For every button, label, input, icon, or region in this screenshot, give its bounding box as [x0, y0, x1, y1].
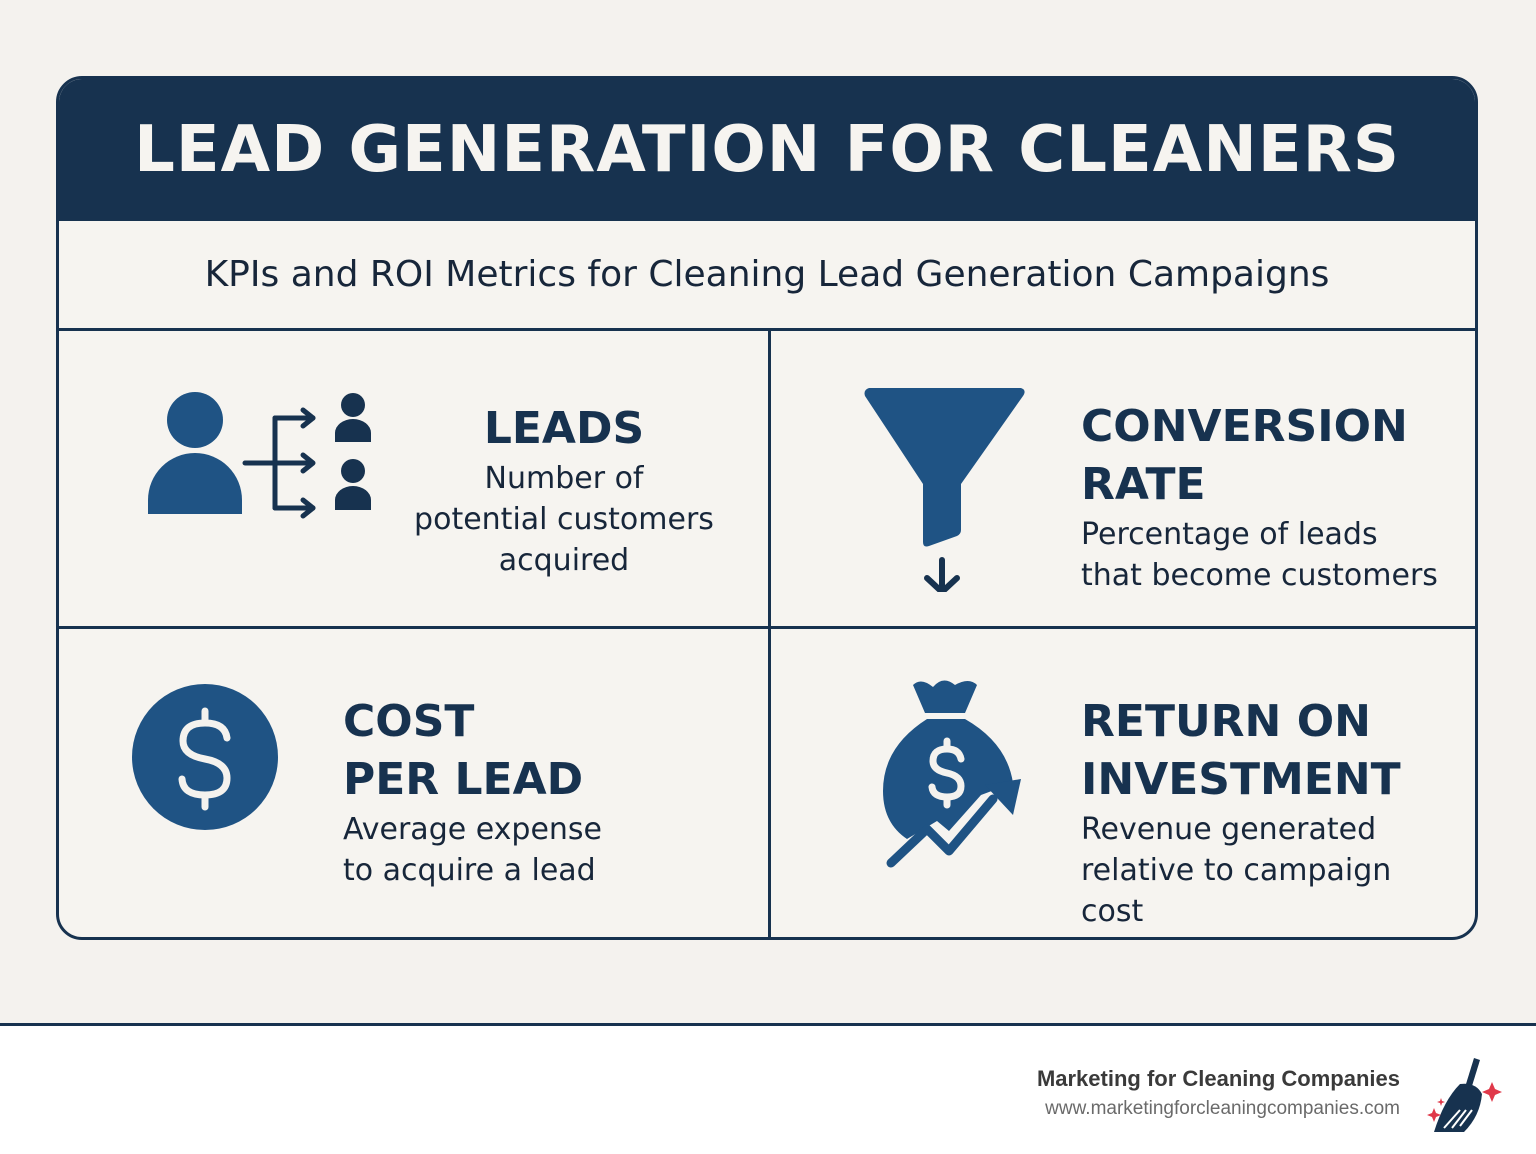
- header-banner: LEAD GENERATION FOR CLEANERS: [59, 79, 1475, 221]
- metric-title: INVESTMENT: [1081, 754, 1401, 805]
- metric-title: COST: [343, 696, 475, 747]
- metric-description: to acquire a lead: [343, 853, 596, 888]
- metric-description: Percentage of leads: [1081, 517, 1378, 552]
- person-split-icon: [148, 392, 371, 519]
- metric-description: relative to campaign: [1081, 853, 1392, 888]
- grid-divider-vertical: [768, 331, 771, 937]
- broom-logo-icon: [1427, 1058, 1502, 1132]
- metric-title: RETURN ON: [1081, 696, 1371, 747]
- metric-leads: LEADS Number of potential customers acqu…: [59, 334, 768, 626]
- metric-description: acquired: [498, 543, 630, 578]
- metric-description: that become customers: [1081, 558, 1438, 593]
- metric-roi: RETURN ON INVESTMENT Revenue generated r…: [771, 629, 1475, 937]
- brand-url[interactable]: www.marketingforcleaningcompanies.com: [1045, 1098, 1400, 1119]
- dollar-circle-icon: [132, 684, 278, 830]
- subtitle-row: KPIs and ROI Metrics for Cleaning Lead G…: [59, 221, 1475, 331]
- page-title: LEAD GENERATION FOR CLEANERS: [134, 113, 1400, 187]
- grid-divider-horizontal: [59, 626, 1475, 629]
- metric-title: PER LEAD: [343, 754, 584, 805]
- funnel-icon: [864, 388, 1025, 592]
- metric-cost-per-lead: COST PER LEAD Average expense to acquire…: [59, 629, 768, 937]
- brand-name: Marketing for Cleaning Companies: [1036, 1066, 1400, 1091]
- metric-description: Number of: [484, 461, 644, 496]
- brand-block: Marketing for Cleaning Companies www.mar…: [1037, 1066, 1400, 1120]
- infographic-card: LEAD GENERATION FOR CLEANERS KPIs and RO…: [56, 76, 1478, 940]
- metric-conversion-rate: CONVERSION RATE Percentage of leads that…: [771, 334, 1475, 626]
- metric-title: CONVERSION: [1081, 401, 1408, 452]
- footer: Marketing for Cleaning Companies www.mar…: [0, 1026, 1536, 1154]
- metric-description: Revenue generated: [1081, 812, 1377, 847]
- money-bag-growth-icon: [883, 680, 1021, 868]
- metric-description: cost: [1081, 894, 1144, 929]
- metric-description: potential customers: [414, 502, 714, 537]
- footer-divider: [0, 1023, 1536, 1026]
- metric-title: LEADS: [483, 403, 645, 454]
- metric-description: Average expense: [343, 812, 603, 847]
- metric-title: RATE: [1081, 459, 1206, 510]
- subtitle: KPIs and ROI Metrics for Cleaning Lead G…: [204, 254, 1330, 295]
